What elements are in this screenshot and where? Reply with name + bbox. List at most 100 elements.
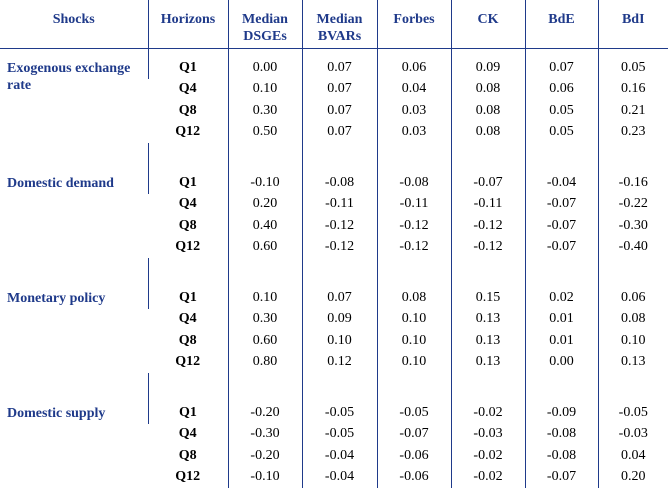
value-cell-ck: -0.12 xyxy=(450,215,525,237)
value-cell-bvar: 0.07 xyxy=(301,78,377,100)
value-cell-bde: -0.04 xyxy=(524,172,598,194)
horizon-cell: Q4 xyxy=(178,426,197,442)
value-cell-bdi: -0.30 xyxy=(597,215,668,237)
value-cell-forbes: 0.06 xyxy=(376,57,451,79)
table-body: Exogenous exchange rate Q1 0.00 0.07 0.06 0.0… xyxy=(0,48,668,488)
value-cell-forbes: 0.08 xyxy=(376,287,451,309)
spacer-cell xyxy=(301,258,377,287)
spacer-cell xyxy=(597,373,668,402)
header-median-bvars-line1: Median xyxy=(316,12,363,27)
table-row: Domestic supply Q1 -0.20 -0.05 -0.05 -0.02 -0.… xyxy=(0,402,668,424)
value-cell-bdi: -0.03 xyxy=(597,423,668,445)
spacer-cell xyxy=(376,143,451,172)
value-cell-dsge: 0.80 xyxy=(227,351,302,373)
value-cell-forbes: -0.11 xyxy=(376,193,451,215)
value-cell-bde: -0.08 xyxy=(524,423,598,445)
value-cell-dsge: 0.10 xyxy=(227,287,302,309)
table-row: Q8 0.40 -0.12 -0.12 -0.12 -0.07 -0.30 xyxy=(0,215,668,237)
horizon-cell: Q12 xyxy=(175,239,201,255)
spacer-cell xyxy=(147,143,228,172)
value-cell-bdi: -0.40 xyxy=(597,236,668,258)
value-cell-forbes: 0.10 xyxy=(376,351,451,373)
value-cell-dsge: 0.60 xyxy=(227,236,302,258)
value-cell-bvar: 0.07 xyxy=(301,287,377,309)
value-cell-bvar: 0.07 xyxy=(301,121,377,143)
value-cell-bde: -0.09 xyxy=(524,402,598,424)
table-row: Q12 0.60 -0.12 -0.12 -0.12 -0.07 -0.40 xyxy=(0,236,668,258)
horizon-cell: Q8 xyxy=(178,217,197,233)
spacer-cell xyxy=(0,373,148,402)
value-cell-bvar: -0.04 xyxy=(301,445,377,467)
spacer-row xyxy=(0,373,668,402)
table-row: Q4 0.10 0.07 0.04 0.08 0.06 0.16 xyxy=(0,78,668,100)
value-cell-dsge: 0.60 xyxy=(227,330,302,352)
header-bde: BdE xyxy=(524,0,598,49)
table-row: Q8 0.30 0.07 0.03 0.08 0.05 0.21 xyxy=(0,100,668,122)
header-median-dsges-line1: Median xyxy=(242,12,288,27)
header-bdi: BdI xyxy=(597,0,668,49)
value-cell-bdi: 0.23 xyxy=(597,121,668,143)
value-cell-dsge: -0.20 xyxy=(227,445,302,467)
value-cell-dsge: 0.50 xyxy=(227,121,302,143)
value-cell-bvar: -0.08 xyxy=(301,172,377,194)
value-cell-bvar: -0.12 xyxy=(301,215,377,237)
table-row: Domestic demand Q1 -0.10 -0.08 -0.08 -0.07 -0.… xyxy=(0,172,668,194)
value-cell-ck: 0.13 xyxy=(450,308,525,330)
table-row: Q12 -0.10 -0.04 -0.06 -0.02 -0.07 0.20 xyxy=(0,466,668,488)
value-cell-ck: -0.02 xyxy=(450,445,525,467)
spacer-row xyxy=(0,48,668,58)
horizon-cell: Q12 xyxy=(175,124,201,140)
table-row: Q4 -0.30 -0.05 -0.07 -0.03 -0.08 -0.03 xyxy=(0,423,668,445)
value-cell-ck: -0.11 xyxy=(450,193,525,215)
value-cell-bvar: 0.07 xyxy=(301,57,377,79)
spacer-cell xyxy=(597,48,668,57)
value-cell-ck: -0.02 xyxy=(450,402,525,424)
value-cell-bvar: -0.05 xyxy=(301,402,377,424)
header-row: Shocks Horizons Median DSGEs Median BVARs … xyxy=(0,0,668,49)
header-forbes: Forbes xyxy=(376,0,451,49)
table-row: Monetary policy Q1 0.10 0.07 0.08 0.15 0.02 0.0… xyxy=(0,287,668,309)
spacer-cell xyxy=(450,143,525,172)
horizon-cell: Q1 xyxy=(147,402,228,424)
value-cell-forbes: -0.06 xyxy=(376,445,451,467)
horizon-cell: Q1 xyxy=(147,287,228,309)
value-cell-bvar: 0.07 xyxy=(301,100,377,122)
horizon-cell: Q4 xyxy=(178,311,197,327)
spacer-cell xyxy=(597,143,668,172)
value-cell-forbes: 0.10 xyxy=(376,330,451,352)
value-cell-bvar: 0.09 xyxy=(301,308,377,330)
value-cell-bde: 0.02 xyxy=(524,287,598,309)
spacer-cell xyxy=(301,48,377,57)
spacer-cell xyxy=(0,49,148,58)
spacer-cell xyxy=(227,258,302,287)
horizon-cell: Q8 xyxy=(178,447,197,463)
spacer-cell xyxy=(227,373,302,402)
value-cell-bdi: -0.05 xyxy=(597,402,668,424)
value-cell-forbes: -0.12 xyxy=(376,236,451,258)
value-cell-ck: -0.07 xyxy=(450,172,525,194)
spacer-cell xyxy=(524,143,598,172)
value-cell-forbes: -0.05 xyxy=(376,402,451,424)
value-cell-bdi: 0.04 xyxy=(597,445,668,467)
value-cell-bde: -0.07 xyxy=(524,466,598,488)
value-cell-ck: -0.12 xyxy=(450,236,525,258)
shock-label: Domestic supply xyxy=(7,406,106,421)
value-cell-forbes: 0.10 xyxy=(376,308,451,330)
horizon-cell: Q1 xyxy=(147,172,228,194)
shock-label: Monetary policy xyxy=(7,291,106,306)
header-shocks: Shocks xyxy=(0,0,148,49)
spacer-cell xyxy=(376,48,451,57)
value-cell-bdi: 0.06 xyxy=(597,287,668,309)
horizon-cell: Q12 xyxy=(175,354,201,370)
value-cell-bde: 0.05 xyxy=(524,121,598,143)
shock-label: Exogenous exchange rate xyxy=(7,61,131,93)
value-cell-bde: 0.01 xyxy=(524,308,598,330)
table-row: Q12 0.50 0.07 0.03 0.08 0.05 0.23 xyxy=(0,121,668,143)
header-median-bvars: Median BVARs xyxy=(301,0,377,49)
header-horizons: Horizons xyxy=(147,0,228,49)
spacer-cell xyxy=(147,258,228,287)
horizon-cell: Q1 xyxy=(147,57,228,79)
value-cell-bde: 0.06 xyxy=(524,78,598,100)
table-row: Q4 0.20 -0.11 -0.11 -0.11 -0.07 -0.22 xyxy=(0,193,668,215)
spacer-cell xyxy=(450,48,525,57)
